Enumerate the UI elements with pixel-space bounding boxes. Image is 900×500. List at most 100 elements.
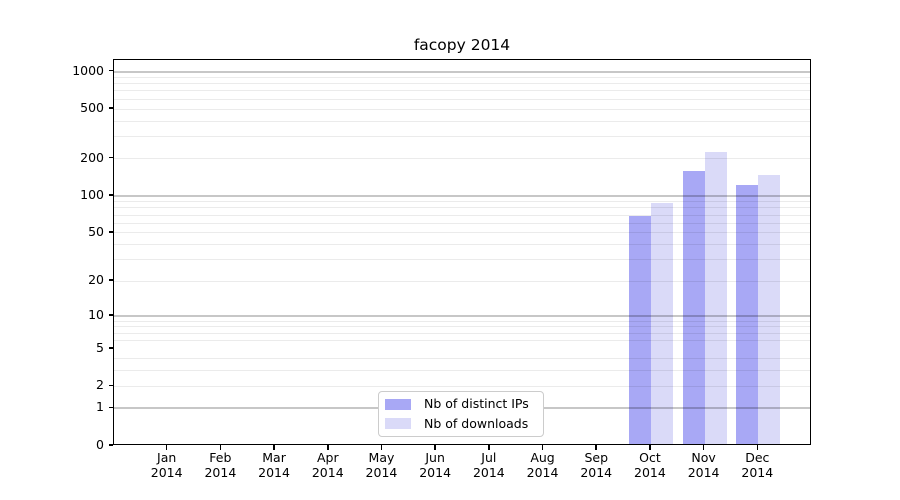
x-tick-mark — [649, 445, 651, 450]
x-tick-mark — [541, 445, 544, 450]
y-tick-mark — [109, 279, 113, 281]
x-tick-mark — [380, 445, 383, 450]
x-tick-label-month: Sep — [584, 450, 608, 465]
x-tick-label-year: 2014 — [419, 465, 452, 480]
legend-swatch-downloads — [385, 418, 411, 430]
x-tick-label-month: Feb — [209, 450, 232, 465]
x-tick-label-year: 2014 — [150, 465, 183, 480]
x-tick-label: Nov 2014 — [672, 450, 736, 480]
x-tick-label-year: 2014 — [526, 465, 559, 480]
y-gridline-minor — [114, 259, 810, 261]
legend-item-downloads: Nb of downloads — [385, 416, 537, 433]
x-tick-label: May 2014 — [349, 450, 413, 480]
y-gridline-minor — [114, 358, 810, 360]
y-tick-label: 200 — [80, 149, 104, 165]
y-tick-mark — [109, 194, 113, 196]
y-tick-label: 50 — [88, 223, 104, 239]
y-gridline-minor — [114, 90, 810, 92]
x-tick-mark — [756, 445, 759, 450]
x-tick-label-year: 2014 — [472, 465, 505, 480]
x-tick-label: Dec 2014 — [725, 450, 789, 480]
y-tick-mark — [109, 107, 113, 109]
x-tick-label-year: 2014 — [258, 465, 290, 480]
y-gridline-minor — [114, 222, 810, 224]
bar-nb-of-downloads-nov — [704, 151, 727, 444]
y-tick-mark — [109, 347, 113, 349]
x-tick-label: Aug 2014 — [511, 450, 575, 480]
y-gridline-minor — [114, 332, 810, 334]
bar-nb-of-downloads-dec — [758, 174, 781, 444]
x-tick-mark — [165, 445, 168, 450]
y-gridline-major — [114, 315, 810, 318]
y-gridline-minor — [114, 385, 810, 387]
x-tick-label: Oct 2014 — [618, 450, 682, 480]
bar-nb-of-distinct-ips-nov — [682, 170, 705, 444]
y-tick-label: 10 — [88, 307, 104, 323]
y-tick-label: 100 — [80, 186, 104, 202]
legend-label-distinct-ips: Nb of distinct IPs — [424, 396, 529, 412]
y-gridline-minor — [114, 136, 810, 138]
y-tick-mark — [109, 156, 113, 159]
x-tick-label: Feb 2014 — [188, 450, 252, 480]
x-tick-label-month: Nov — [691, 450, 716, 465]
bar-nb-of-distinct-ips-oct — [628, 216, 651, 444]
x-tick-label-month: Aug — [530, 450, 555, 465]
y-gridline-minor — [114, 320, 810, 322]
x-tick-label: Sep 2014 — [564, 450, 628, 480]
x-tick-label-year: 2014 — [365, 465, 398, 480]
x-tick-label-month: Apr — [316, 450, 339, 465]
x-tick-label-month: May — [368, 450, 395, 465]
x-tick-label-year: 2014 — [687, 465, 720, 480]
x-tick-label-month: Dec — [745, 450, 770, 465]
x-tick-label-month: Jan — [157, 450, 177, 465]
x-tick-label-month: Mar — [262, 450, 286, 465]
x-tick-label: Jun 2014 — [403, 450, 467, 480]
legend: Nb of distinct IPs Nb of downloads — [378, 391, 544, 437]
y-tick-label: 1 — [96, 399, 104, 415]
y-gridline-minor — [114, 340, 810, 342]
bar-nb-of-distinct-ips-dec — [736, 185, 759, 444]
y-gridline-minor — [114, 76, 810, 78]
legend-label-downloads: Nb of downloads — [424, 415, 529, 431]
x-tick-label-month: Jul — [481, 450, 497, 465]
y-tick-mark — [109, 231, 113, 233]
y-tick-mark — [109, 69, 113, 72]
x-tick-label: Jan 2014 — [135, 450, 199, 480]
y-gridline-minor — [114, 280, 810, 282]
x-tick-label-year: 2014 — [311, 465, 344, 480]
x-tick-label-year: 2014 — [634, 465, 666, 480]
y-tick-label: 1000 — [72, 62, 104, 78]
y-gridline-major — [114, 70, 810, 73]
x-tick-label: Jul 2014 — [457, 450, 521, 480]
y-gridline-major — [114, 194, 810, 197]
y-gridline-minor — [114, 201, 810, 203]
y-tick-mark — [109, 406, 113, 409]
x-tick-label-month: Oct — [639, 450, 661, 465]
y-gridline-minor — [114, 83, 810, 85]
plot-area — [113, 59, 811, 445]
x-tick-label-year: 2014 — [204, 465, 237, 480]
x-tick-label-year: 2014 — [741, 465, 774, 480]
x-tick-label-year: 2014 — [580, 465, 613, 480]
y-gridline-minor — [114, 108, 810, 110]
y-tick-mark — [109, 314, 113, 316]
x-tick-label: Apr 2014 — [296, 450, 360, 480]
y-tick-label: 500 — [80, 100, 104, 116]
y-gridline-minor — [114, 370, 810, 372]
x-tick-mark — [595, 445, 597, 450]
y-tick-label: 2 — [96, 377, 104, 393]
y-gridline-minor — [114, 232, 810, 234]
y-gridline-minor — [114, 244, 810, 246]
x-tick-label-month: Jun — [425, 450, 445, 465]
y-tick-mark — [109, 384, 113, 387]
y-gridline-minor — [114, 326, 810, 328]
chart-title: facopy 2014 — [413, 36, 511, 54]
x-tick-mark — [488, 445, 490, 450]
x-tick-mark — [702, 445, 705, 450]
y-tick-label: 5 — [96, 339, 104, 355]
y-gridline-minor — [114, 98, 810, 100]
y-gridline-minor — [114, 214, 810, 216]
x-tick-label: Mar 2014 — [242, 450, 306, 480]
y-tick-label: 20 — [88, 272, 104, 288]
